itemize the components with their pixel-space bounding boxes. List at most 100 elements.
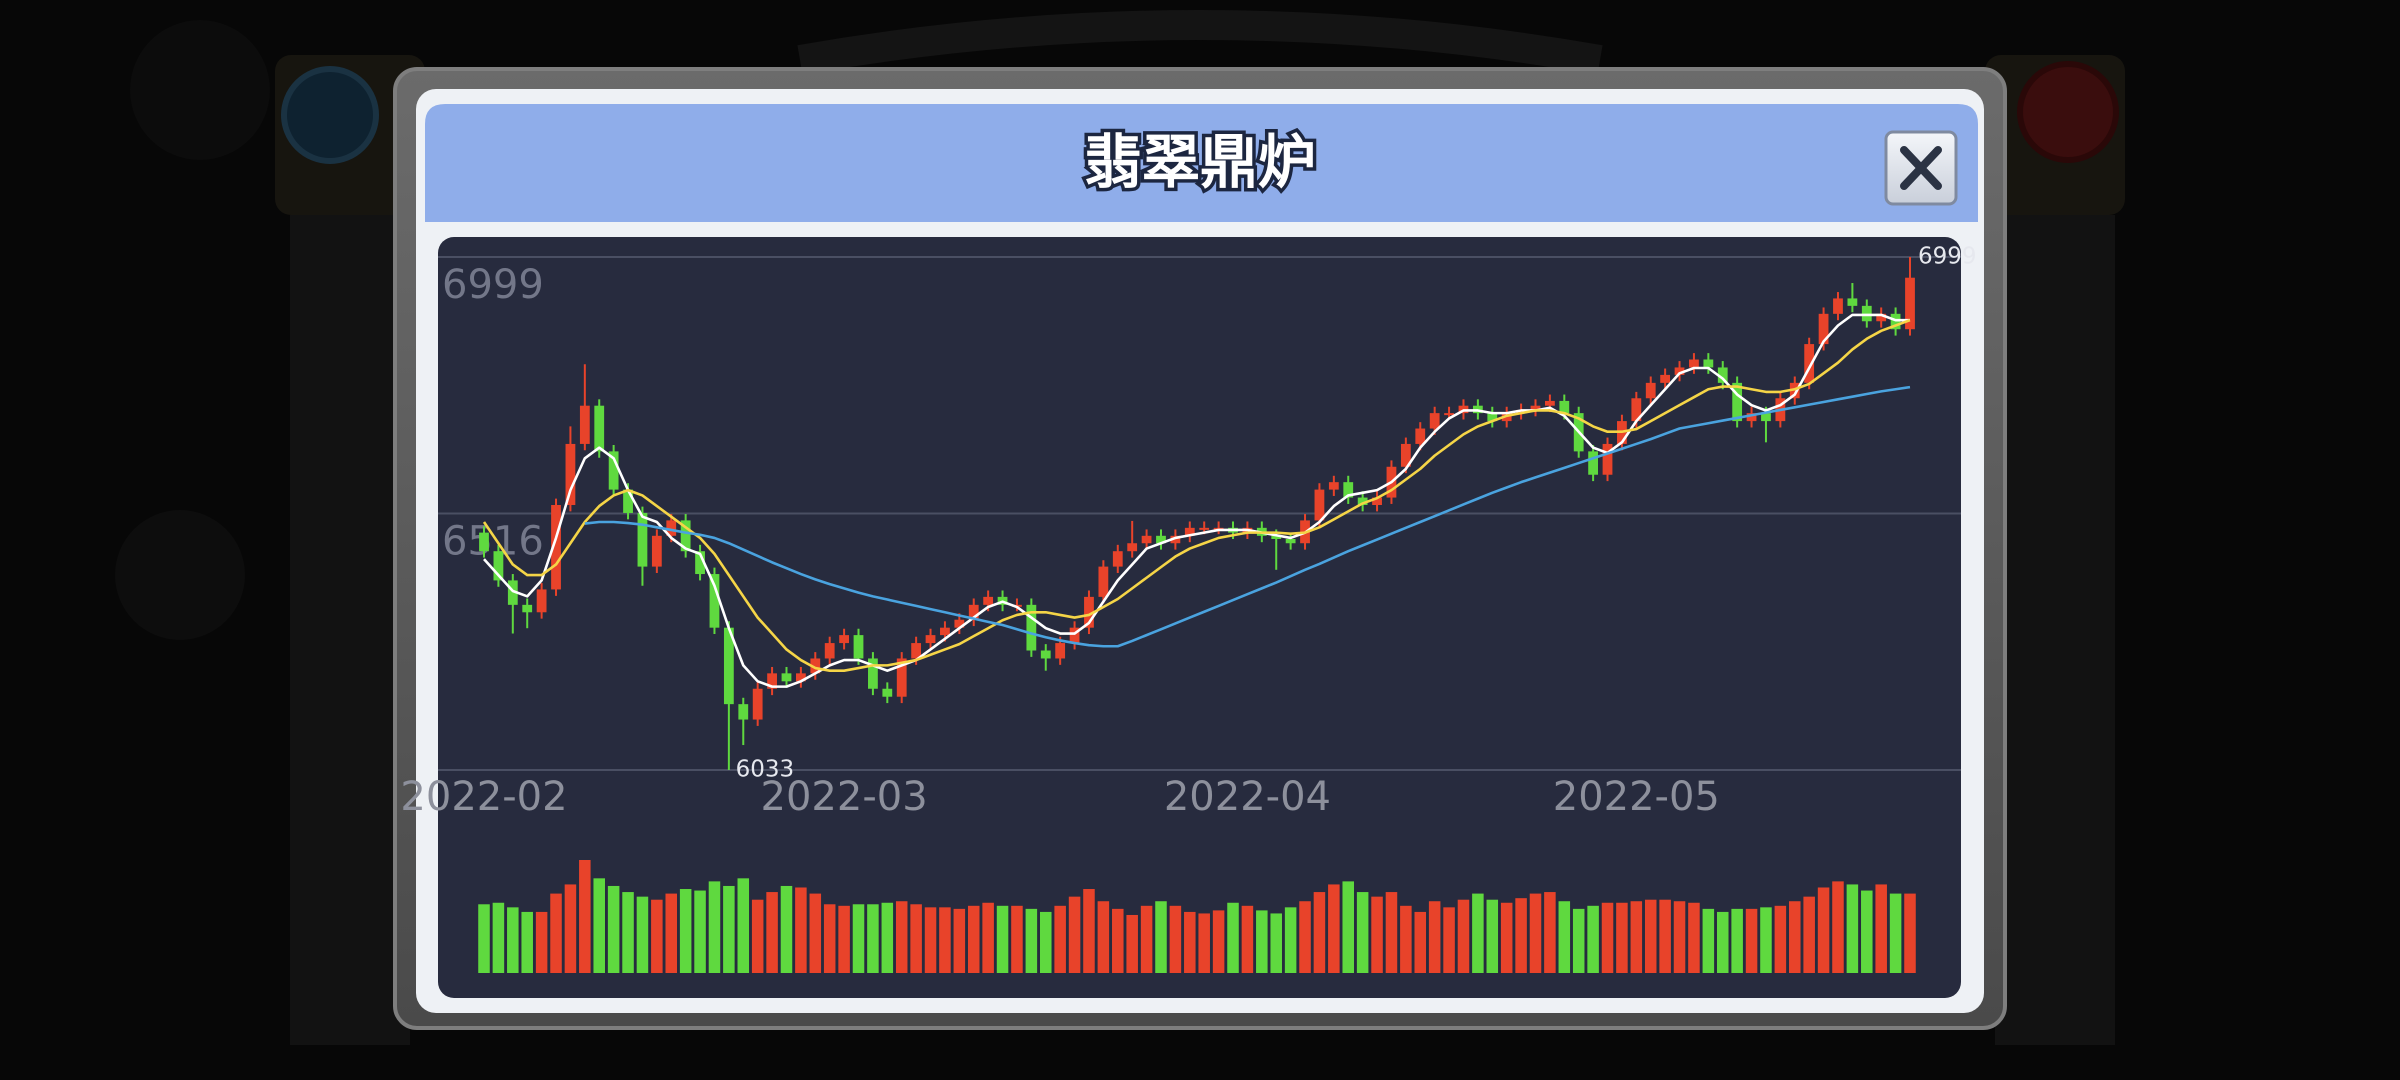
volume-bar	[1140, 905, 1153, 973]
volume-bar	[1400, 905, 1412, 973]
candle-body	[709, 574, 720, 628]
volume-bar	[1529, 893, 1542, 973]
volume-bar	[1284, 907, 1297, 973]
candle-body	[493, 551, 504, 581]
volume-bar	[1688, 902, 1700, 973]
volume-bar	[1184, 911, 1196, 973]
volume-bar	[1428, 901, 1441, 973]
volume-bar	[1558, 901, 1571, 973]
volume-bar	[1846, 884, 1859, 973]
candle-body	[1098, 566, 1109, 597]
candle-body	[1487, 413, 1498, 422]
candle-body	[1400, 443, 1411, 467]
bg-icon	[130, 20, 270, 160]
candle-body	[608, 451, 619, 490]
volume-bar	[1328, 884, 1340, 973]
volume-bar	[967, 905, 980, 973]
volume-bar	[535, 911, 548, 973]
volume-bar	[1904, 893, 1916, 973]
volume-bar	[1457, 899, 1470, 973]
volume-bar	[1054, 905, 1066, 973]
candle-body	[1588, 451, 1599, 475]
volume-bar	[1126, 914, 1138, 973]
close-button[interactable]	[1884, 130, 1958, 206]
candle-body	[1530, 405, 1541, 410]
candle-body	[536, 589, 547, 613]
volume-bar	[593, 878, 605, 973]
volume-bar	[651, 899, 663, 973]
candle-body	[1861, 305, 1872, 322]
low-annotation: 6033	[736, 757, 795, 783]
volume-bar	[1342, 881, 1355, 973]
bg-arch	[797, 10, 1603, 75]
x-tick-label: 2022-02	[400, 774, 567, 820]
candle-body	[911, 643, 922, 659]
dialog-title: 翡翠鼎炉	[1084, 128, 1316, 196]
candle-body	[1804, 344, 1815, 383]
volume-bar	[1270, 913, 1282, 973]
volume-bar	[1616, 902, 1628, 973]
candle-body	[1631, 398, 1642, 422]
volume-bar	[780, 885, 793, 973]
volume-bar	[953, 908, 966, 973]
volume-bar	[1572, 908, 1585, 973]
candle-body	[882, 688, 893, 697]
candle-body	[1890, 313, 1901, 330]
candle-body	[1847, 298, 1858, 306]
volume-bar	[1112, 908, 1124, 973]
candle-body	[868, 658, 878, 689]
candle-body	[752, 688, 763, 720]
bg-info-icon	[281, 66, 379, 164]
candle-body	[940, 627, 950, 636]
candle-body	[795, 673, 806, 682]
candle-body	[1084, 596, 1094, 628]
candle-body	[1156, 535, 1166, 544]
candle-body	[637, 512, 648, 567]
close-icon-stroke[interactable]	[1900, 146, 1942, 190]
candle-body	[1372, 497, 1382, 506]
volume-bar	[1313, 892, 1326, 973]
volume-bar	[1241, 905, 1254, 973]
moving-average-line	[483, 313, 1910, 688]
candle-body	[1271, 535, 1282, 539]
bg-icon	[115, 510, 245, 640]
volume-bar	[1025, 908, 1038, 973]
candle-body	[1055, 643, 1066, 659]
candle-body	[1170, 535, 1181, 544]
bg-column-right	[1995, 215, 2115, 1045]
candle-body	[680, 520, 691, 552]
candle-body	[579, 405, 590, 444]
volume-bar	[723, 885, 735, 973]
candle-body	[507, 580, 518, 605]
candle-body	[1429, 413, 1440, 429]
candle-body	[723, 627, 734, 705]
candle-body	[1602, 443, 1613, 475]
volume-bar	[1472, 893, 1484, 973]
volume-bar	[492, 902, 505, 973]
volume-bar	[823, 904, 836, 973]
volume-bar	[507, 907, 519, 973]
volume-bar	[1083, 889, 1095, 973]
candle-body	[1112, 551, 1123, 567]
volume-bar	[1702, 908, 1715, 973]
volume-bar	[708, 881, 721, 973]
volume-bar	[1155, 901, 1167, 973]
candle-body	[738, 704, 749, 720]
volume-bar	[1630, 901, 1643, 973]
candle-body	[853, 635, 864, 659]
candle-body	[1746, 413, 1757, 422]
volume-bar	[1731, 908, 1743, 973]
volume-bar	[564, 884, 577, 973]
volume-bar	[1500, 902, 1513, 973]
volume-bar	[1212, 910, 1225, 973]
y-tick-label: 6516	[442, 519, 544, 565]
volume-bar	[1169, 905, 1182, 973]
volume-bar	[838, 905, 850, 973]
moving-average-line	[482, 318, 1911, 672]
volume-bar	[852, 904, 865, 973]
x-tick-label: 2022-04	[1164, 774, 1331, 820]
volume-bar	[737, 878, 750, 973]
candle-body	[824, 643, 835, 659]
volume-bar	[1544, 892, 1556, 973]
